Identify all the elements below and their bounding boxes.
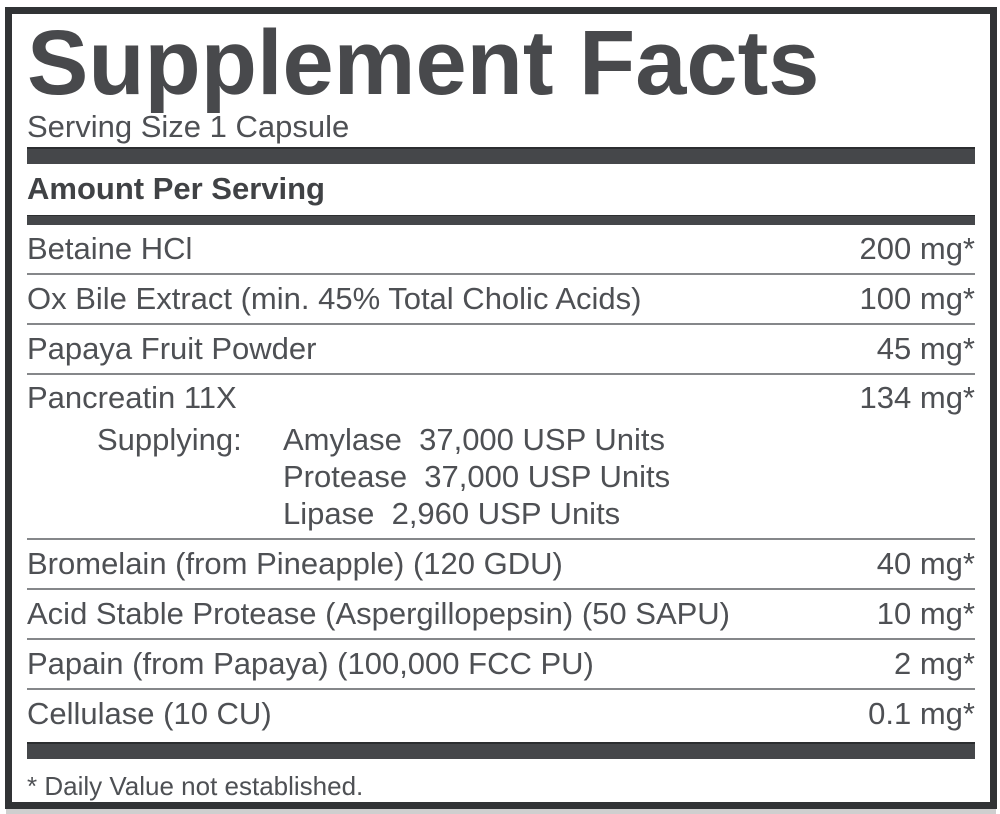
ingredient-name: Ox Bile Extract (min. 45% Total Cholic A… bbox=[27, 281, 642, 317]
ingredient-row-ox-bile: Ox Bile Extract (min. 45% Total Cholic A… bbox=[27, 275, 975, 326]
amount-per-serving-header: Amount Per Serving bbox=[27, 171, 325, 207]
ingredient-amount: 10 mg* bbox=[876, 596, 975, 632]
ingredient-amount: 100 mg* bbox=[859, 281, 975, 317]
divider-bar-bottom bbox=[27, 742, 975, 760]
serving-size-text: Serving Size 1 Capsule bbox=[27, 109, 350, 145]
supplying-item-protease: Protease 37,000 USP Units bbox=[283, 459, 671, 495]
supplying-label: Supplying: bbox=[97, 422, 242, 458]
ingredient-name: Papaya Fruit Powder bbox=[27, 331, 317, 367]
supplement-facts-panel: Supplement Facts Serving Size 1 Capsule … bbox=[5, 7, 997, 809]
ingredient-name: Cellulase (10 CU) bbox=[27, 696, 272, 732]
panel-title: Supplement Facts bbox=[27, 12, 820, 114]
ingredient-name: Papain (from Papaya) (100,000 FCC PU) bbox=[27, 646, 594, 682]
ingredient-amount: 45 mg* bbox=[876, 331, 975, 367]
pancreatin-main-line: Pancreatin 11X 134 mg* bbox=[27, 375, 975, 421]
ingredient-row-papain: Papain (from Papaya) (100,000 FCC PU) 2 … bbox=[27, 640, 975, 691]
ingredient-name: Betaine HCl bbox=[27, 231, 193, 267]
ingredient-name: Pancreatin 11X bbox=[27, 380, 237, 416]
ingredient-amount: 40 mg* bbox=[876, 546, 975, 582]
divider-bar-header bbox=[27, 215, 975, 226]
ingredient-row-cellulase: Cellulase (10 CU) 0.1 mg* bbox=[27, 690, 975, 738]
supplying-item-lipase: Lipase 2,960 USP Units bbox=[283, 496, 621, 532]
pancreatin-supplying-block: Supplying: Amylase 37,000 USP Units Prot… bbox=[27, 421, 975, 532]
ingredient-row-pancreatin: Pancreatin 11X 134 mg* Supplying: Amylas… bbox=[27, 375, 975, 541]
divider-bar-top bbox=[27, 147, 975, 165]
ingredient-name: Bromelain (from Pineapple) (120 GDU) bbox=[27, 546, 563, 582]
ingredient-row-acid-stable-protease: Acid Stable Protease (Aspergillopepsin) … bbox=[27, 590, 975, 641]
ingredient-row-betaine-hcl: Betaine HCl 200 mg* bbox=[27, 225, 975, 276]
daily-value-footnote: * Daily Value not established. bbox=[27, 771, 364, 802]
ingredient-name: Acid Stable Protease (Aspergillopepsin) … bbox=[27, 596, 731, 632]
ingredient-amount: 0.1 mg* bbox=[868, 696, 975, 732]
ingredient-amount: 200 mg* bbox=[859, 231, 975, 267]
ingredient-row-papaya-fruit: Papaya Fruit Powder 45 mg* bbox=[27, 325, 975, 376]
supplying-item-amylase: Amylase 37,000 USP Units bbox=[283, 422, 665, 458]
ingredient-amount: 2 mg* bbox=[894, 646, 975, 682]
ingredient-row-bromelain: Bromelain (from Pineapple) (120 GDU) 40 … bbox=[27, 540, 975, 591]
ingredient-amount: 134 mg* bbox=[859, 380, 975, 416]
